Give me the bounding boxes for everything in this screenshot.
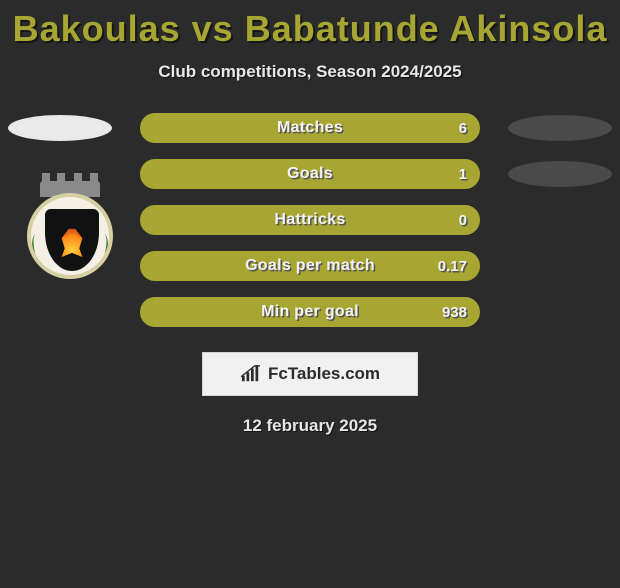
stat-pill: Goals 1 — [140, 159, 480, 189]
player-ellipse-left — [8, 115, 112, 141]
brand-box[interactable]: FcTables.com — [202, 352, 418, 396]
stat-row: Matches 6 — [0, 110, 620, 146]
footer-date: 12 february 2025 — [0, 416, 620, 436]
stat-value-right: 6 — [459, 120, 467, 137]
stat-label: Matches — [143, 119, 477, 137]
stat-pill: Goals per match 0.17 — [140, 251, 480, 281]
stat-label: Min per goal — [143, 303, 477, 321]
stat-label: Hattricks — [143, 211, 477, 229]
flame-icon — [59, 223, 85, 257]
stat-label: Goals per match — [143, 257, 477, 275]
stat-label: Goals — [143, 165, 477, 183]
crest-circle — [27, 193, 113, 279]
stat-value-right: 938 — [442, 304, 467, 321]
brand-text: FcTables.com — [268, 364, 380, 384]
stat-pill: Min per goal 938 — [140, 297, 480, 327]
player-ellipse-right — [508, 161, 612, 187]
club-crest — [20, 183, 120, 283]
stat-value-right: 0 — [459, 212, 467, 229]
stat-value-right: 1 — [459, 166, 467, 183]
bar-chart-icon — [240, 365, 262, 383]
stat-row: Min per goal 938 — [0, 294, 620, 330]
stat-pill: Hattricks 0 — [140, 205, 480, 235]
page-title: Bakoulas vs Babatunde Akinsola — [0, 8, 620, 50]
stat-value-right: 0.17 — [438, 258, 467, 275]
player-ellipse-right — [508, 115, 612, 141]
subtitle: Club competitions, Season 2024/2025 — [0, 62, 620, 82]
stat-pill: Matches 6 — [140, 113, 480, 143]
